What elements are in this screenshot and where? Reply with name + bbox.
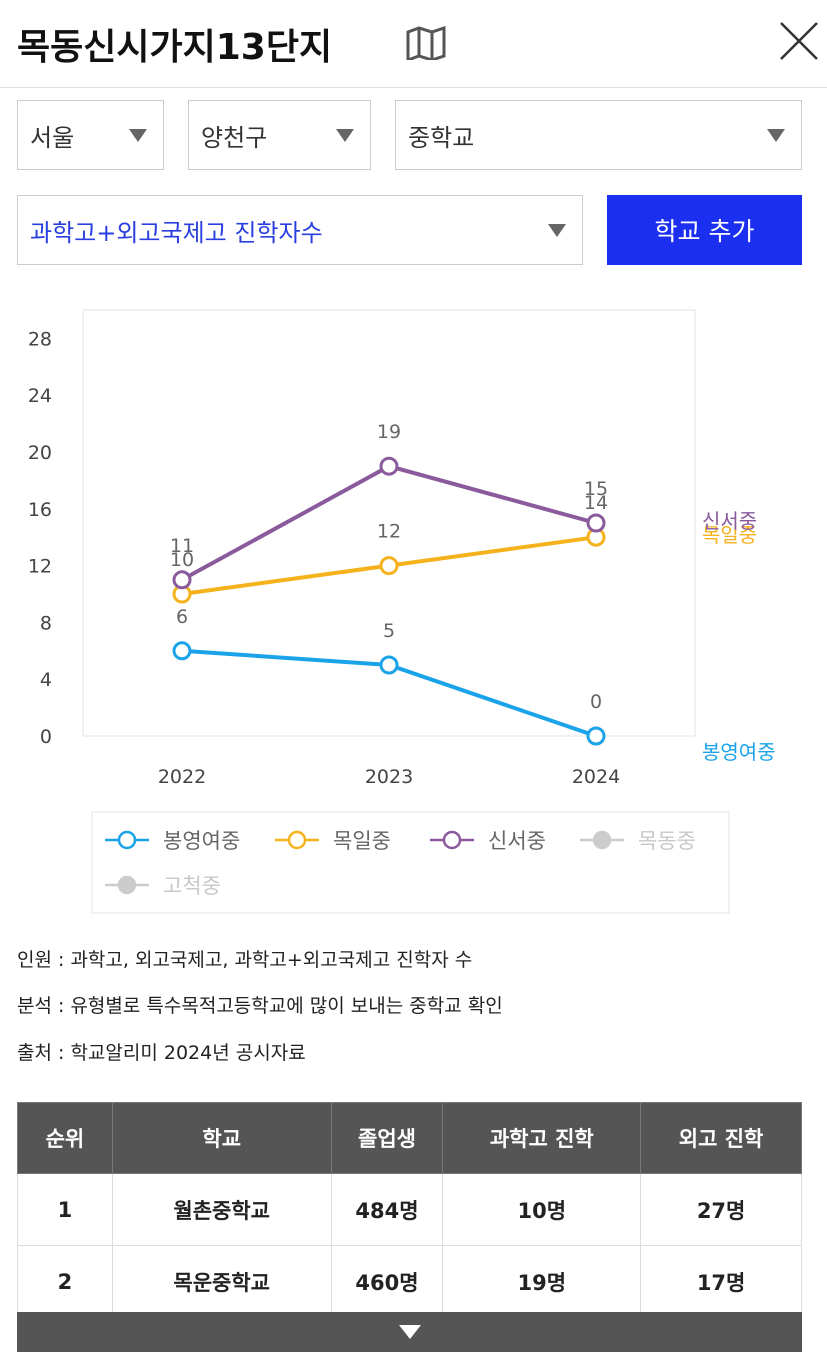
- column-header: 학교: [111, 1102, 332, 1174]
- ranking-table: 순위 학교 졸업생 과학고 진학 외고 진학 1 월촌중학교 484명 10명 27명 2 목운중학교…: [17, 1102, 802, 1318]
- data-point: [586, 513, 606, 533]
- table-cell: 10명: [442, 1173, 642, 1246]
- legend-marker: [592, 830, 612, 850]
- table-cell: 484명: [330, 1173, 444, 1246]
- data-label: 0: [590, 691, 602, 713]
- data-label: 14: [584, 492, 608, 514]
- table-row: 2 목운중학교 460명 19명 17명: [17, 1245, 802, 1318]
- legend-label: 목일중: [333, 829, 391, 853]
- metric-text: 과학고+외고국제고 진학자수: [30, 218, 323, 247]
- note: 분석 : 유형별로 특수목적고등학교에 많이 보내는 중학교 확인: [17, 995, 503, 1017]
- legend-item[interactable]: 봉영여중: [105, 829, 240, 853]
- table-cell: 19명: [442, 1245, 642, 1318]
- legend-item[interactable]: 신서중: [430, 829, 546, 853]
- column-header: 외고 진학: [640, 1102, 802, 1174]
- data-point: [379, 456, 399, 476]
- data-point: [586, 726, 606, 746]
- data-label: 10: [170, 549, 194, 571]
- table-cell: 27명: [640, 1173, 802, 1246]
- y-tick-label: 8: [40, 612, 52, 634]
- table-row: 1 월촌중학교 484명 10명 27명: [17, 1173, 802, 1246]
- metric-select[interactable]: 과학고+외고국제고 진학자수: [17, 195, 583, 265]
- end-label: 목일중: [702, 523, 757, 547]
- legend-box: [91, 811, 730, 914]
- data-point: [379, 655, 399, 675]
- arrow: [767, 129, 785, 142]
- title: 목동신시가지13단지: [17, 27, 333, 68]
- legend-label: 목동중: [638, 829, 696, 853]
- column-header: 과학고 진학: [442, 1102, 642, 1174]
- data-label: 6: [176, 606, 188, 628]
- table-cell: 월촌중학교: [111, 1173, 332, 1246]
- data-label: 5: [383, 620, 395, 642]
- legend-marker: [117, 875, 137, 895]
- close-button[interactable]: [778, 20, 820, 62]
- legend-item[interactable]: 고척중: [105, 874, 221, 898]
- y-tick-label: 16: [28, 499, 52, 521]
- district-text: 양천구: [201, 123, 268, 152]
- table-cell: 1: [17, 1173, 113, 1246]
- y-tick-label: 4: [40, 669, 52, 691]
- note: 인원 : 과학고, 외고국제고, 과학고+외고국제고 진학자 수: [17, 949, 473, 971]
- level-select[interactable]: 중학교: [395, 100, 802, 170]
- expand-button[interactable]: [17, 1312, 802, 1352]
- x-tick-label: 2024: [572, 766, 620, 788]
- close-icon: [780, 22, 818, 60]
- end-label: 신서중: [702, 509, 757, 533]
- data-label: 11: [170, 535, 194, 557]
- table-cell: 목운중학교: [111, 1245, 332, 1318]
- legend-label: 신서중: [488, 829, 546, 853]
- data-point: [379, 556, 399, 576]
- divider: [0, 87, 827, 88]
- arrow: [336, 129, 354, 142]
- legend-label: 고척중: [163, 874, 221, 898]
- data-point: [172, 570, 192, 590]
- legend-marker: [442, 830, 462, 850]
- end-label: 봉영여중: [702, 740, 776, 764]
- column-header: 졸업생: [330, 1102, 444, 1174]
- data-point: [172, 641, 192, 661]
- legend-label: 봉영여중: [163, 829, 240, 853]
- data-label: 19: [377, 421, 401, 443]
- map-icon-shape: [406, 26, 446, 60]
- data-label: 12: [377, 521, 401, 543]
- arrow: [548, 224, 566, 237]
- table-cell: 17명: [640, 1245, 802, 1318]
- expand-arrow: [398, 1325, 421, 1339]
- legend-item[interactable]: 목동중: [580, 829, 696, 853]
- y-tick-label: 0: [40, 726, 52, 748]
- add-school-button[interactable]: 학교 추가: [607, 195, 802, 265]
- region-text: 서울: [30, 123, 75, 152]
- header-row: 순위 학교 졸업생 과학고 진학 외고 진학: [17, 1102, 802, 1174]
- x-tick-label: 2023: [365, 766, 413, 788]
- column-header: 순위: [17, 1102, 113, 1174]
- note: 출처 : 학교알리미 2024년 공시자료: [17, 1042, 306, 1064]
- y-tick-label: 20: [28, 442, 52, 464]
- arrow: [129, 129, 147, 142]
- data-label: 15: [584, 478, 608, 500]
- table-cell: 2: [17, 1245, 113, 1318]
- plot-area: [82, 309, 696, 737]
- legend-marker: [117, 830, 137, 850]
- y-tick-label: 24: [28, 385, 52, 407]
- region-select[interactable]: 서울: [17, 100, 164, 170]
- y-tick-label: 12: [28, 556, 52, 578]
- table-cell: 460명: [330, 1245, 444, 1318]
- legend-marker: [287, 830, 307, 850]
- y-tick-label: 28: [28, 328, 52, 350]
- map-icon[interactable]: [405, 26, 447, 60]
- legend-item[interactable]: 목일중: [275, 829, 391, 853]
- x-tick-label: 2022: [158, 766, 206, 788]
- level-text: 중학교: [408, 123, 475, 152]
- district-select[interactable]: 양천구: [188, 100, 371, 170]
